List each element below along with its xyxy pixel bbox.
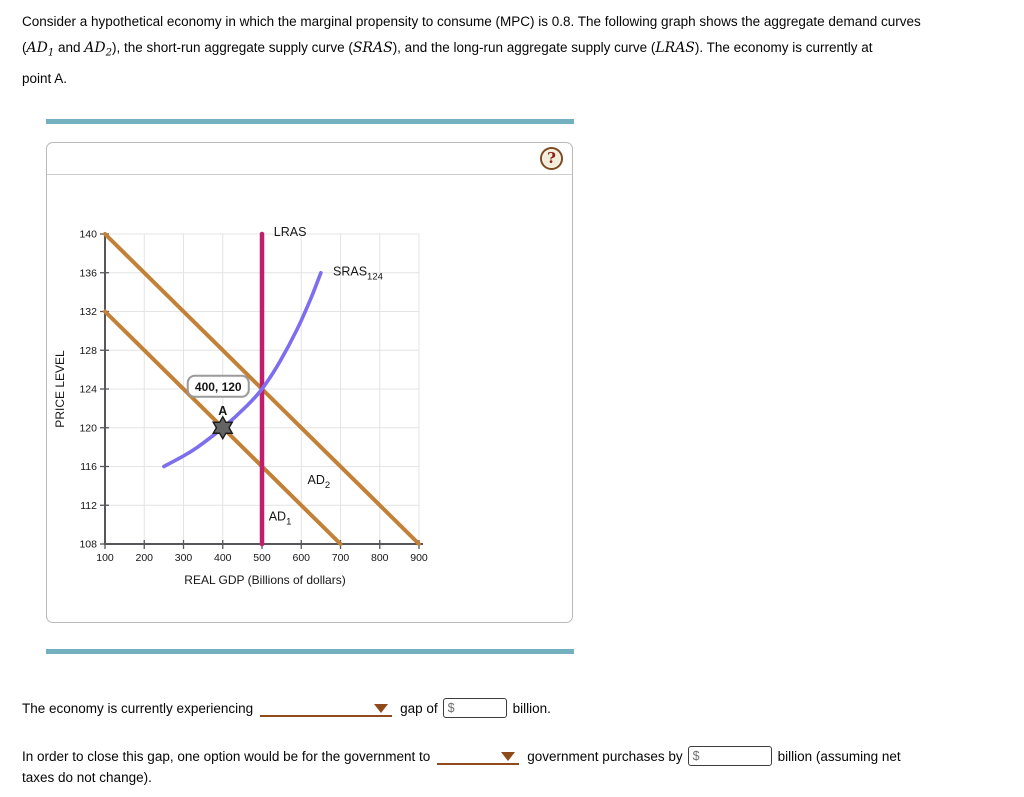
q1-text3: billion. bbox=[512, 700, 551, 716]
x-tick-label: 400 bbox=[214, 552, 232, 564]
y-tick-label: 140 bbox=[79, 229, 97, 241]
aggregate-demand-supply-chart: 100 200 300 400 500 600 700 800 900 108 112 116 120 1… bbox=[53, 225, 428, 587]
intro-line-1: Consider a hypothetical economy in which… bbox=[22, 14, 921, 29]
q1-text: The economy is currently experiencing bbox=[22, 700, 254, 716]
point-a-label: A bbox=[218, 404, 227, 418]
y-tick-label: 108 bbox=[79, 539, 97, 551]
chevron-down-icon bbox=[374, 703, 389, 713]
intro-line-2: (AD1 and AD2), the short-run aggregate s… bbox=[22, 39, 873, 59]
q2-text3: billion (assuming net bbox=[777, 748, 901, 764]
x-tick-label: 300 bbox=[175, 552, 193, 564]
y-tick-label: 112 bbox=[80, 500, 97, 512]
point-a-tooltip bbox=[186, 374, 250, 398]
intro-paragraph: Consider a hypothetical economy in which… bbox=[22, 9, 921, 91]
x-tick-label: 700 bbox=[332, 552, 350, 564]
y-axis-title: PRICE LEVEL bbox=[53, 350, 67, 428]
q2-text: In order to close this gap, one option w… bbox=[22, 748, 431, 764]
chevron-down-icon bbox=[501, 751, 516, 761]
x-tick-label: 600 bbox=[292, 552, 310, 564]
divider-top bbox=[46, 119, 574, 124]
x-axis-title: REAL GDP (Billions of dollars) bbox=[184, 573, 345, 587]
help-icon[interactable]: ? bbox=[540, 147, 563, 170]
y-tick-label: 136 bbox=[79, 267, 97, 279]
x-tick-label: 200 bbox=[135, 552, 153, 564]
question-gap: The economy is currently experiencing ga… bbox=[22, 697, 551, 719]
purchases-amount-input[interactable] bbox=[701, 748, 764, 764]
y-tick-label: 128 bbox=[79, 345, 97, 357]
graph-panel-header: ? bbox=[47, 143, 572, 175]
sras-curve bbox=[162, 271, 323, 469]
x-tick-label: 100 bbox=[96, 552, 114, 564]
x-tick-label: 900 bbox=[410, 552, 428, 564]
x-tick-label: 500 bbox=[253, 552, 271, 564]
government-action-dropdown[interactable] bbox=[437, 748, 520, 765]
y-tick-label: 132 bbox=[79, 306, 97, 318]
y-tick-label: 116 bbox=[80, 461, 97, 473]
dollar-prefix: $ bbox=[692, 749, 700, 763]
gap-amount-box: $ bbox=[442, 698, 507, 718]
lras-label: LRAS bbox=[274, 225, 307, 239]
dollar-prefix: $ bbox=[447, 701, 455, 715]
question-policy: In order to close this gap, one option w… bbox=[22, 745, 901, 767]
gap-type-dropdown[interactable] bbox=[260, 700, 393, 717]
y-tick-label: 124 bbox=[79, 384, 97, 396]
q1-text2: gap of bbox=[400, 700, 438, 716]
point-a-tooltip-text: 400, 120 bbox=[195, 380, 242, 394]
intro-line-3: point A. bbox=[22, 70, 68, 86]
purchases-amount-box: $ bbox=[687, 746, 772, 766]
x-tick-label: 800 bbox=[371, 552, 389, 564]
ad2-label: AD2 bbox=[308, 473, 331, 491]
gap-amount-input[interactable] bbox=[456, 700, 501, 716]
q2-line2: taxes do not change). bbox=[22, 770, 152, 785]
y-tick-label: 120 bbox=[79, 422, 97, 434]
sras-label: SRAS124 bbox=[333, 265, 383, 283]
point-a-marker[interactable] bbox=[211, 415, 234, 441]
divider-bottom bbox=[46, 649, 574, 654]
q2-text2: government purchases by bbox=[527, 748, 683, 764]
graph-panel: ? 100 200 300 400 500 600 700 800 900 108 112 116 12… bbox=[46, 142, 573, 623]
ad1-label: AD1 bbox=[269, 510, 292, 528]
